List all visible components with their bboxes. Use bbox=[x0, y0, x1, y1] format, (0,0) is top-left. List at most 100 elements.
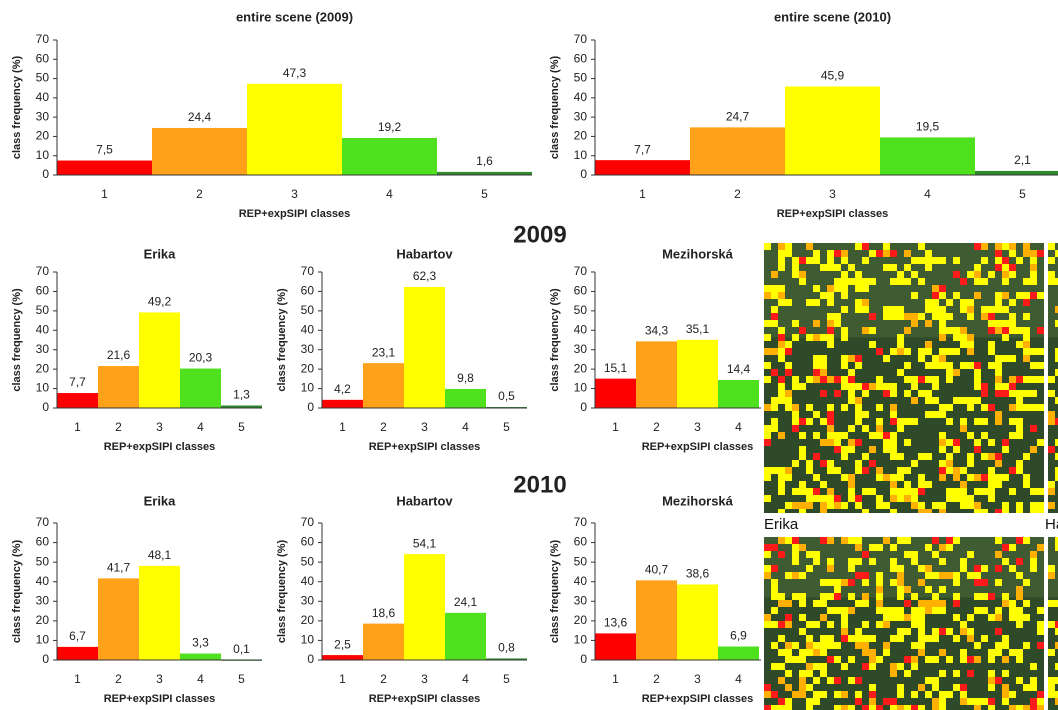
map-pixel bbox=[848, 278, 855, 285]
map-pixel bbox=[792, 271, 799, 278]
map-pixel bbox=[834, 432, 841, 439]
map-pixel bbox=[925, 376, 932, 383]
map-pixel bbox=[785, 250, 792, 257]
y-axis-label: class frequency (%) bbox=[276, 540, 288, 644]
map-pixel bbox=[925, 264, 932, 271]
map-pixel bbox=[862, 635, 869, 642]
map-pixel bbox=[981, 383, 988, 390]
map-pixel bbox=[995, 376, 1002, 383]
map-pixel bbox=[778, 537, 785, 544]
map-pixel bbox=[869, 432, 876, 439]
map-pixel bbox=[904, 278, 911, 285]
map-pixel bbox=[995, 362, 1002, 369]
map-pixel bbox=[995, 418, 1002, 425]
map-pixel bbox=[883, 439, 890, 446]
map-pixel bbox=[1016, 586, 1023, 593]
map-pixel bbox=[799, 488, 806, 495]
map-pixel bbox=[813, 376, 820, 383]
bar bbox=[57, 393, 98, 408]
map-pixel bbox=[890, 453, 897, 460]
map-pixel bbox=[911, 397, 918, 404]
map-pixel bbox=[834, 390, 841, 397]
map-pixel bbox=[841, 502, 848, 509]
map-pixel bbox=[911, 313, 918, 320]
y-tick-label: 50 bbox=[301, 554, 315, 568]
map-pixel bbox=[764, 432, 771, 439]
map-pixel bbox=[883, 390, 890, 397]
map-pixel bbox=[778, 383, 785, 390]
map-pixel bbox=[939, 285, 946, 292]
map-pixel bbox=[841, 404, 848, 411]
map-pixel bbox=[834, 502, 841, 509]
map-pixel bbox=[918, 257, 925, 264]
map-pixel bbox=[820, 502, 827, 509]
map-pixel bbox=[1055, 467, 1058, 474]
value-label: 47,3 bbox=[283, 66, 307, 80]
map-pixel bbox=[1037, 348, 1044, 355]
map-pixel bbox=[904, 348, 911, 355]
map-pixel bbox=[890, 383, 897, 390]
map-pixel bbox=[799, 481, 806, 488]
bar bbox=[98, 366, 139, 408]
map-pixel bbox=[855, 411, 862, 418]
map-pixel bbox=[932, 635, 939, 642]
map-pixel bbox=[981, 579, 988, 586]
value-label: 0,8 bbox=[498, 641, 515, 655]
map-pixel bbox=[904, 586, 911, 593]
map-pixel bbox=[827, 418, 834, 425]
map-pixel bbox=[1002, 390, 1009, 397]
x-tick-label: 5 bbox=[481, 187, 488, 201]
map-pixel bbox=[813, 453, 820, 460]
map-pixel bbox=[960, 418, 967, 425]
map-pixel bbox=[897, 663, 904, 670]
map-pixel bbox=[1016, 649, 1023, 656]
map-pixel bbox=[792, 691, 799, 698]
bar bbox=[486, 658, 527, 660]
section-heading: 2009 bbox=[513, 221, 566, 248]
value-label: 34,3 bbox=[645, 324, 669, 338]
map-pixel bbox=[981, 565, 988, 572]
bar-chart: entire scene (2009) 0 10 20 30 40 50 60 70 class … bbox=[11, 9, 532, 220]
map-pixel bbox=[946, 495, 953, 502]
map-pixel bbox=[953, 271, 960, 278]
map-pixel bbox=[1030, 446, 1037, 453]
map-pixel bbox=[848, 558, 855, 565]
x-tick-label: 2 bbox=[653, 420, 660, 434]
map-pixel bbox=[967, 397, 974, 404]
map-pixel bbox=[841, 376, 848, 383]
x-tick-label: 4 bbox=[197, 420, 204, 434]
map-pixel bbox=[995, 327, 1002, 334]
map-pixel bbox=[1016, 376, 1023, 383]
map-pixel bbox=[1002, 383, 1009, 390]
map-pixel bbox=[890, 313, 897, 320]
map-pixel bbox=[883, 614, 890, 621]
map-pixel bbox=[778, 474, 785, 481]
value-label: 7,7 bbox=[69, 375, 86, 389]
map-pixel bbox=[813, 299, 820, 306]
map-pixel bbox=[967, 656, 974, 663]
map-pixel bbox=[848, 635, 855, 642]
map-pixel bbox=[771, 320, 778, 327]
map-pixel bbox=[799, 257, 806, 264]
map-pixel bbox=[806, 635, 813, 642]
map-pixel bbox=[988, 649, 995, 656]
map-pixel bbox=[862, 572, 869, 579]
map-pixel bbox=[799, 572, 806, 579]
map-pixel bbox=[1016, 614, 1023, 621]
map-pixel bbox=[995, 481, 1002, 488]
map-pixel bbox=[925, 572, 932, 579]
map-pixel bbox=[890, 474, 897, 481]
map-pixel bbox=[1055, 677, 1058, 684]
map-pixel bbox=[792, 334, 799, 341]
map-pixel bbox=[785, 537, 792, 544]
value-label: 19,5 bbox=[916, 120, 940, 134]
y-tick-label: 0 bbox=[307, 400, 314, 414]
y-tick-label: 10 bbox=[574, 381, 588, 395]
map-pixel bbox=[1002, 292, 1009, 299]
map-pixel bbox=[1002, 257, 1009, 264]
map-pixel bbox=[771, 306, 778, 313]
chart-title: entire scene (2010) bbox=[774, 9, 891, 24]
map-pixel bbox=[1023, 313, 1030, 320]
map-pixel bbox=[771, 544, 778, 551]
map-pixel bbox=[890, 404, 897, 411]
